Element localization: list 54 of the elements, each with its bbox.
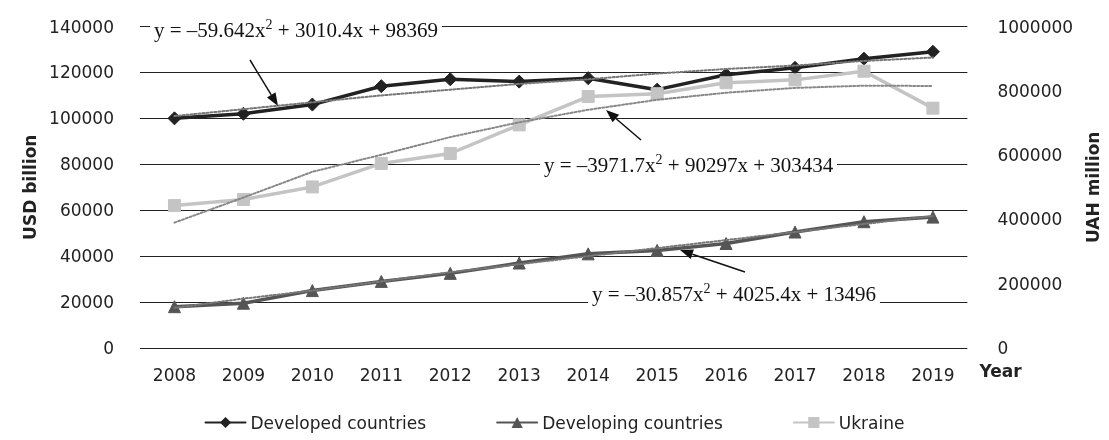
x-tick-label: 2013	[497, 364, 541, 385]
x-tick-label: 2015	[635, 364, 679, 385]
x-tick-label: 2008	[152, 364, 197, 385]
point	[443, 72, 458, 87]
point	[650, 87, 664, 101]
y-tick-label: 140000	[49, 16, 114, 37]
x-tick-label: 2010	[290, 364, 335, 385]
y-axis-title: USD billion	[19, 134, 40, 240]
x-tick-label: 2011	[359, 364, 403, 385]
x-tick-label: 2012	[428, 364, 472, 385]
point	[167, 199, 181, 213]
y-tick-label: 100000	[49, 108, 114, 129]
point	[443, 146, 457, 160]
y-tick-label: 20000	[59, 292, 114, 313]
y-tick-label: 120000	[49, 62, 114, 83]
x-tick-label: 2016	[704, 364, 748, 385]
point	[374, 79, 389, 94]
x-tick-label: 2009	[221, 364, 266, 385]
point	[236, 296, 250, 310]
point	[167, 111, 182, 126]
point	[719, 76, 733, 90]
x-axis-title: Year	[978, 360, 1023, 381]
y-tick-label: 40000	[59, 246, 114, 267]
annotation: y = –30.857x$^{2}$ + 4025.4x + 13496	[588, 277, 881, 306]
y-tick-label: 0	[103, 338, 114, 358]
legend-label: Developed countries	[250, 412, 427, 433]
x-tick-label: 2017	[773, 364, 817, 385]
point	[581, 90, 595, 104]
legend-label: Ukraine	[838, 412, 905, 433]
point	[719, 237, 733, 251]
point	[788, 73, 802, 87]
point	[236, 106, 251, 121]
y2-tick-label: 200000	[997, 273, 1063, 294]
y2-tick-label: 1000000	[997, 16, 1074, 37]
annotation: y = –3971.7x$^{2}$ + 90297x + 303434	[540, 148, 838, 177]
point	[167, 300, 181, 314]
x-tick-label: 2014	[566, 364, 610, 385]
x-tick-label: 2019	[911, 364, 955, 385]
annotation: y = –59.642x$^{2}$ + 3010.4x + 98369	[150, 13, 443, 42]
point	[926, 101, 940, 115]
y-tick-label: 80000	[59, 154, 114, 175]
point	[374, 156, 388, 170]
point	[926, 210, 940, 224]
point	[925, 44, 940, 59]
y2-tick-label: 600000	[997, 145, 1063, 166]
point	[305, 180, 319, 194]
y2-axis-title: UAH million	[1082, 131, 1103, 243]
y2-tick-label: 800000	[997, 80, 1063, 101]
legend-label: Developing countries	[542, 412, 723, 433]
y2-tick-label: 400000	[997, 209, 1063, 230]
x-tick-label: 2018	[842, 364, 886, 385]
y2-tick-label: 0	[997, 338, 1009, 358]
y-tick-label: 60000	[59, 200, 114, 221]
point	[857, 64, 871, 78]
